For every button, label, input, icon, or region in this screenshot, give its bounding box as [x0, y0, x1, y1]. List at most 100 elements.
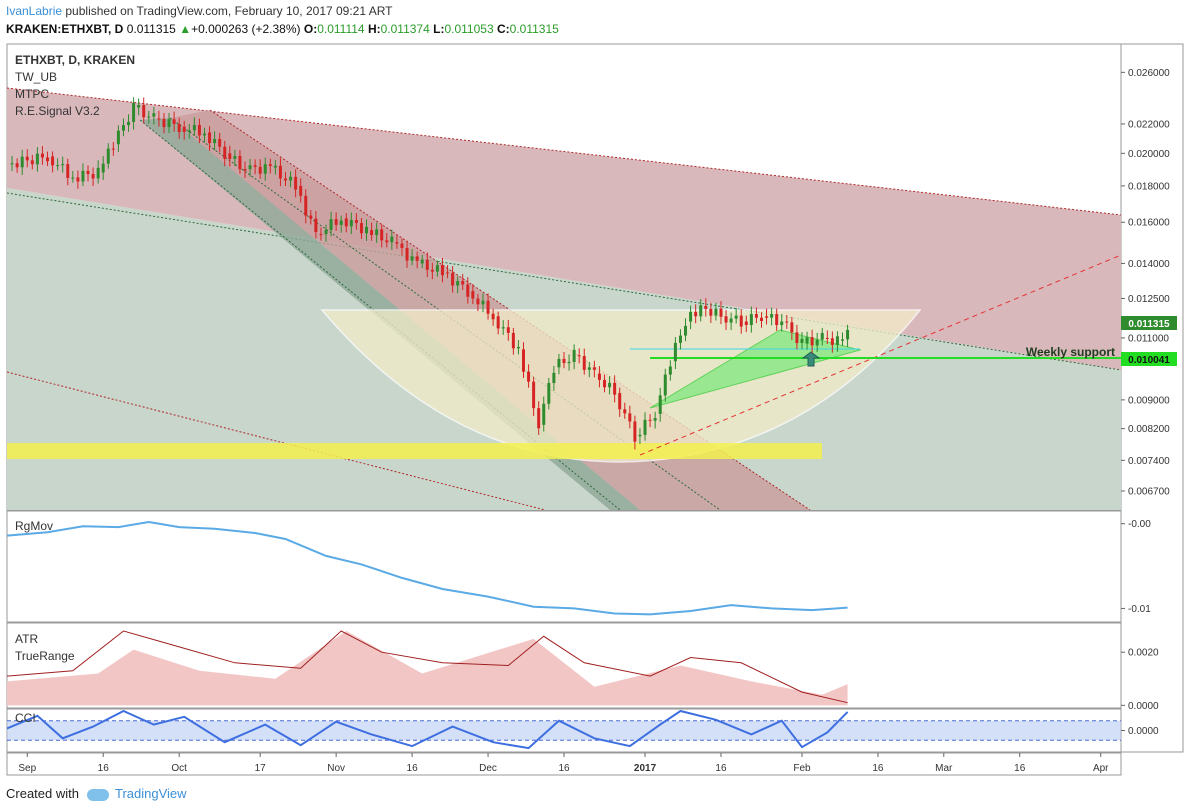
candle-body — [678, 335, 682, 343]
candle-body — [456, 281, 460, 286]
high-label: H: — [367, 22, 381, 36]
atr-tick-1-label: 0.0000 — [1128, 701, 1159, 712]
candle-body — [668, 366, 672, 375]
candle-body — [744, 321, 748, 326]
candle-body — [684, 325, 688, 336]
close-value: 0.011315 — [509, 22, 559, 36]
candle-body — [20, 156, 24, 168]
candle-body — [577, 355, 581, 357]
candle-body — [582, 356, 586, 370]
candle-body — [648, 419, 652, 421]
indicator-legend-0[interactable]: ETHXBT, D, KRAKEN — [15, 53, 135, 67]
candle-body — [430, 269, 434, 272]
time-tick-label-3: 17 — [255, 763, 267, 774]
candle-body — [197, 124, 201, 136]
candle-body — [253, 165, 257, 167]
candle-body — [380, 229, 384, 241]
candle-body — [567, 361, 571, 364]
time-tick-label-2: Oct — [171, 763, 187, 774]
symbol-label[interactable]: KRAKEN:ETHXBT, D — [6, 22, 124, 36]
indicator-ticks: -0.00 -0.01 0.0020 0.0000 0.0000 — [1121, 519, 1159, 737]
candle-body — [729, 318, 733, 323]
candle-body — [324, 230, 328, 235]
candle-body — [258, 166, 262, 174]
candle-body — [800, 338, 804, 344]
yellow-support-zone — [7, 443, 822, 459]
candle-body — [187, 130, 191, 132]
candle-body — [618, 393, 622, 410]
candle-body — [516, 347, 520, 349]
candle-body — [157, 118, 161, 120]
candle-body — [846, 329, 850, 340]
candle-body — [775, 314, 779, 326]
red-channel — [7, 88, 1121, 370]
candle-body — [471, 291, 475, 299]
candle-body — [344, 218, 348, 227]
candle-body — [673, 342, 677, 362]
candle-body — [562, 358, 566, 364]
candle-body — [511, 332, 515, 349]
candle-body — [704, 305, 708, 309]
candle-body — [268, 164, 272, 166]
cci-title[interactable]: CCI — [15, 711, 36, 725]
open-label: O: — [303, 22, 318, 36]
candle-body — [233, 155, 237, 159]
candle-body — [830, 338, 834, 345]
candle-body — [425, 259, 429, 270]
candle-body — [770, 314, 774, 318]
indicator-legend-2[interactable]: MTPC — [15, 87, 49, 101]
rgmov-title[interactable]: RgMov — [15, 519, 53, 533]
candle-body — [10, 163, 14, 165]
candle-body — [61, 164, 65, 166]
last-price: 0.011315 — [126, 22, 176, 36]
candle-body — [405, 248, 409, 261]
channel-top-line — [7, 87, 1121, 216]
time-tick-label-7: 16 — [558, 763, 570, 774]
tradingview-link[interactable]: TradingView — [114, 786, 187, 801]
low-value: 0.011053 — [444, 22, 494, 36]
candle-body — [284, 178, 287, 181]
candle-body — [603, 379, 607, 388]
candle-body — [172, 119, 176, 125]
candle-body — [653, 418, 657, 421]
cci-tick-0-label: 0.0000 — [1128, 726, 1159, 737]
price-tick-label-9: 0.008200 — [1128, 424, 1170, 435]
author-link[interactable]: IvanLabrie — [6, 4, 63, 18]
candle-body — [420, 259, 424, 264]
candle-body — [86, 170, 90, 175]
candle-body — [410, 256, 414, 261]
candle-body — [486, 300, 490, 314]
time-tick-label-8: 2017 — [634, 763, 657, 774]
main-drawings — [7, 87, 1121, 510]
indicator-legend-3[interactable]: R.E.Signal V3.2 — [15, 104, 100, 118]
main-price-ticks: 0.026000 0.022000 0.020000 0.018000 0.016000… — [1121, 68, 1170, 497]
candle-body — [785, 321, 789, 323]
candle-body — [319, 234, 323, 236]
publish-info: IvanLabrie published on TradingView.com,… — [6, 4, 392, 18]
candle-body — [167, 119, 171, 128]
rgmov-pane[interactable] — [6, 510, 1122, 623]
indicator-legend-1[interactable]: TW_UB — [15, 70, 57, 84]
weekly-support-label: Weekly support — [1026, 345, 1115, 359]
low-label: L: — [433, 22, 445, 36]
candle-body — [132, 103, 136, 122]
candle-body — [370, 230, 374, 236]
rgmov-tick-1-label: -0.01 — [1128, 604, 1151, 615]
time-tick-label-5: 16 — [407, 763, 419, 774]
candle-body — [354, 219, 358, 224]
candle-body — [825, 337, 829, 339]
candle-body — [734, 315, 738, 319]
candle-body — [395, 242, 399, 244]
candle-body — [329, 219, 333, 231]
symbol-quote-line: KRAKEN:ETHXBT, D 0.011315 ▲+0.000263 (+2… — [6, 22, 559, 36]
price-tick-label-4: 0.016000 — [1128, 218, 1170, 229]
candle-body — [476, 298, 480, 305]
atr-title[interactable]: ATR — [15, 632, 38, 646]
candle-body — [314, 218, 318, 233]
candle-body — [192, 124, 196, 131]
price-axis[interactable] — [1120, 43, 1184, 753]
candle-body — [537, 408, 541, 429]
truerange-title[interactable]: TrueRange — [15, 649, 75, 663]
candle-body — [365, 226, 369, 234]
